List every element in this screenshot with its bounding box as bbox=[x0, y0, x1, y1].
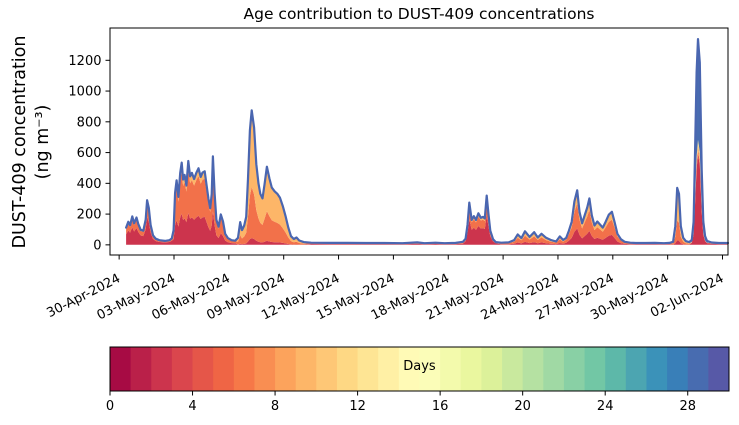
colorbar-tick-label: 20 bbox=[514, 399, 531, 414]
colorbar-segment bbox=[213, 347, 235, 391]
y-tick-label: 0 bbox=[93, 238, 101, 253]
colorbar-segment bbox=[151, 347, 173, 391]
colorbar-segment bbox=[233, 347, 256, 391]
colorbar-segment bbox=[295, 347, 318, 391]
colorbar-segment bbox=[440, 347, 462, 391]
y-axis-label-line2: (ng m⁻³) bbox=[32, 104, 53, 180]
y-tick-label: 600 bbox=[77, 146, 102, 161]
colorbar-segment bbox=[481, 347, 503, 391]
y-axis-label: DUST-409 concentration (ng m⁻³) bbox=[9, 1, 53, 283]
colorbar-segment bbox=[398, 347, 421, 391]
y-tick-label: 1000 bbox=[68, 85, 101, 100]
y-tick-label: 800 bbox=[77, 115, 102, 130]
colorbar-segment bbox=[171, 347, 194, 391]
colorbar-segment bbox=[357, 347, 379, 391]
colorbar-segment bbox=[419, 347, 441, 391]
y-tick-label: 200 bbox=[77, 208, 102, 223]
colorbar-tick-label: 0 bbox=[106, 399, 114, 414]
colorbar-segment bbox=[687, 347, 710, 391]
colorbar-label: Days bbox=[403, 359, 436, 374]
colorbar-segment bbox=[254, 347, 276, 391]
colorbar-tick-label: 12 bbox=[349, 399, 366, 414]
colorbar-segment bbox=[667, 347, 689, 391]
colorbar-tick-label: 4 bbox=[188, 399, 196, 414]
colorbar-tick-label: 8 bbox=[271, 399, 279, 414]
chart-title: Age contribution to DUST-409 concentrati… bbox=[243, 5, 595, 23]
colorbar-segment bbox=[502, 347, 524, 391]
colorbar-segment bbox=[522, 347, 544, 391]
axes-frame bbox=[109, 27, 729, 256]
colorbar-segment bbox=[336, 347, 359, 391]
colorbar-segment bbox=[130, 347, 152, 391]
colorbar-frame bbox=[109, 346, 730, 392]
colorbar-tick-label: 28 bbox=[679, 399, 696, 414]
colorbar-segment bbox=[110, 347, 132, 391]
colorbar-segment bbox=[275, 347, 297, 391]
colorbar-segment bbox=[605, 347, 627, 391]
colorbar-segment bbox=[708, 347, 729, 391]
colorbar-segment bbox=[625, 347, 648, 391]
colorbar-tick-label: 16 bbox=[432, 399, 449, 414]
stack-area-age-10-days bbox=[126, 113, 729, 244]
y-tick-label: 1200 bbox=[68, 54, 101, 69]
stack-area-age-6-days bbox=[126, 150, 729, 245]
colorbar-segment bbox=[378, 347, 400, 391]
colorbar-segment bbox=[316, 347, 338, 391]
y-tick-label: 400 bbox=[77, 177, 102, 192]
colorbar-segment bbox=[646, 347, 668, 391]
colorbar-segment bbox=[192, 347, 214, 391]
colorbar-segment bbox=[460, 347, 483, 391]
colorbar-segment bbox=[543, 347, 565, 391]
colorbar-tick-label: 24 bbox=[597, 399, 614, 414]
colorbar-segment bbox=[584, 347, 606, 391]
y-axis-label-line1: DUST-409 concentration bbox=[10, 35, 30, 249]
total-line bbox=[125, 38, 730, 245]
stack-area-age-1-day bbox=[126, 154, 729, 245]
colorbar-segment bbox=[563, 347, 586, 391]
